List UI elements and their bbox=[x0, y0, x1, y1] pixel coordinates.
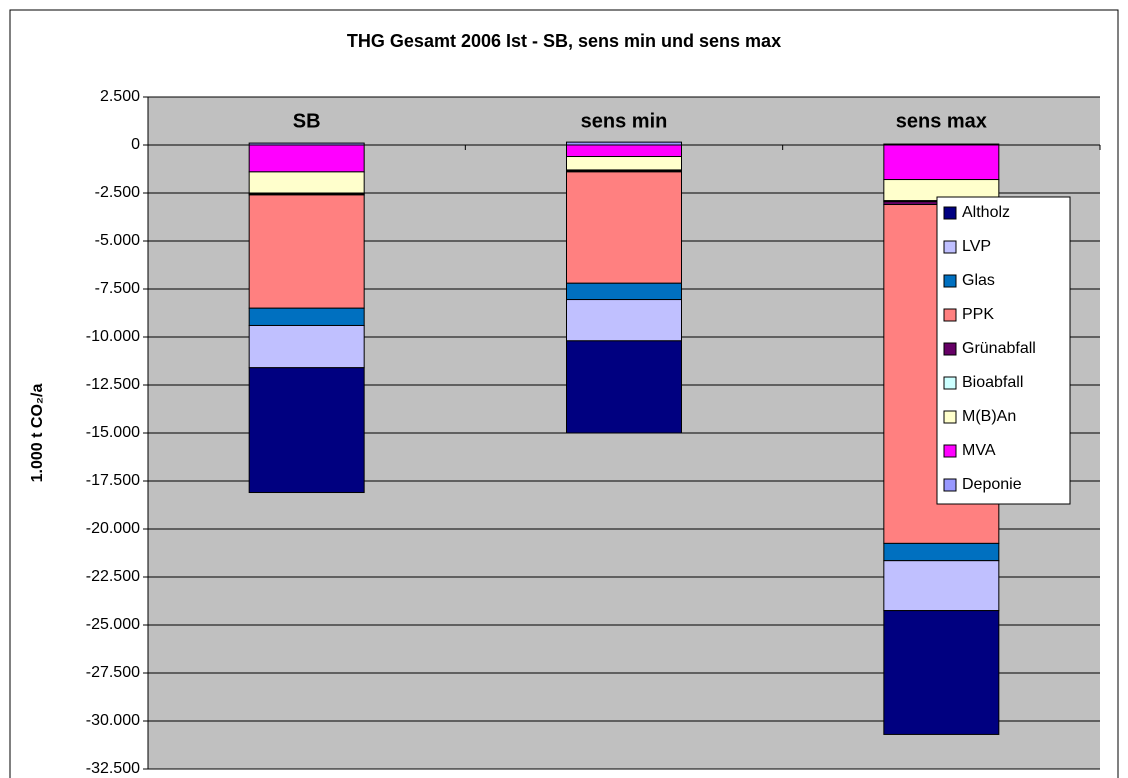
bar-segment bbox=[248, 144, 365, 173]
bar-segment bbox=[248, 194, 365, 309]
category-label: sens max bbox=[896, 110, 987, 132]
y-tick-label: -12.500 bbox=[86, 376, 140, 393]
bar-segment bbox=[566, 299, 682, 342]
legend-swatch bbox=[943, 206, 957, 220]
legend-label: Glas bbox=[962, 272, 995, 289]
legend-label: MVA bbox=[962, 442, 996, 459]
legend-box bbox=[936, 196, 1071, 505]
legend-swatch bbox=[943, 376, 957, 390]
legend-swatch bbox=[943, 410, 957, 424]
bar-segment bbox=[566, 144, 682, 158]
chart-title: THG Gesamt 2006 Ist - SB, sens min und s… bbox=[347, 31, 781, 51]
bar-segment bbox=[883, 144, 1000, 181]
bar-segment bbox=[883, 542, 1000, 562]
y-tick-label: -7.500 bbox=[95, 280, 140, 297]
y-tick-label: -25.000 bbox=[86, 616, 140, 633]
y-tick-label: -2.500 bbox=[95, 184, 140, 201]
y-tick-label: -5.000 bbox=[95, 232, 140, 249]
bar-segment bbox=[566, 282, 682, 301]
y-tick-label: 2.500 bbox=[100, 88, 140, 105]
bar-segment bbox=[566, 171, 682, 284]
legend-swatch bbox=[943, 478, 957, 492]
bar-segment bbox=[883, 610, 1000, 735]
y-tick-label: -20.000 bbox=[86, 520, 140, 537]
legend-label: Deponie bbox=[962, 476, 1022, 493]
legend-label: Bioabfall bbox=[962, 374, 1023, 391]
y-tick-label: -22.500 bbox=[86, 568, 140, 585]
legend-swatch bbox=[943, 274, 957, 288]
y-tick-label: 0 bbox=[131, 136, 140, 153]
y-axis-label: 1.000 t CO₂/a bbox=[29, 384, 46, 483]
bar-segment bbox=[883, 560, 1000, 612]
legend-swatch bbox=[943, 240, 957, 254]
bar-segment bbox=[566, 340, 682, 434]
y-tick-label: -17.500 bbox=[86, 472, 140, 489]
legend-swatch bbox=[943, 308, 957, 322]
y-tick-label: -10.000 bbox=[86, 328, 140, 345]
y-tick-label: -30.000 bbox=[86, 712, 140, 729]
bar-segment bbox=[248, 171, 365, 194]
y-tick-label: -27.500 bbox=[86, 664, 140, 681]
legend-label: Altholz bbox=[962, 204, 1010, 221]
y-tick-label: -15.000 bbox=[86, 424, 140, 441]
category-label: SB bbox=[293, 110, 321, 132]
bar-segment bbox=[248, 324, 365, 369]
bar-segment bbox=[566, 156, 682, 171]
legend-swatch bbox=[943, 342, 957, 356]
legend-swatch bbox=[943, 444, 957, 458]
legend-label: M(B)An bbox=[962, 408, 1016, 425]
bar-segment bbox=[248, 307, 365, 326]
category-label: sens min bbox=[581, 110, 668, 132]
bar-segment bbox=[248, 367, 365, 494]
legend-label: PPK bbox=[962, 306, 994, 323]
y-tick-label: -32.500 bbox=[86, 760, 140, 777]
legend-label: Grünabfall bbox=[962, 340, 1036, 357]
legend-label: LVP bbox=[962, 238, 991, 255]
